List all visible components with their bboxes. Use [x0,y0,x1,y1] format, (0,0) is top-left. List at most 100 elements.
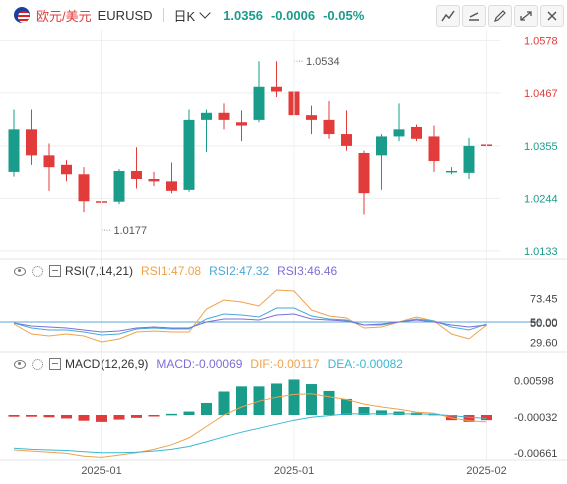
candle-body [8,129,20,172]
macd-histogram-bar [306,384,317,415]
candle-body [271,86,282,92]
candle-body [43,155,55,168]
last-price: 1.0356 [223,7,263,23]
macd-series-line-dea [13,413,487,454]
candle-body [61,164,72,175]
eye-icon[interactable] [14,359,26,369]
price-axis-label: 1.0467 [524,88,558,100]
macd-histogram-bar [288,379,300,415]
candle-body [166,181,177,191]
chart-type-icon[interactable] [436,5,460,27]
macd-axis-label: -0.00661 [514,448,557,460]
macd-histogram-bar [61,415,72,419]
collapse-icon[interactable] [49,265,61,277]
macd-legend: MACD(12,26,9) MACD:-0.00069 DIF:-0.00117… [14,357,403,371]
collapse-icon[interactable] [49,358,61,370]
candle-body [341,134,352,146]
macd-value: MACD:-0.00069 [156,357,243,371]
macd-histogram-bar [358,406,370,415]
macd-histogram-bar [183,411,195,415]
pair-name-cn[interactable]: 欧元/美元 [36,8,92,24]
macd-histogram-bar [218,391,230,415]
candle-body [393,129,405,137]
macd-histogram-bar [271,383,282,415]
date-axis-label: 2025-01 [81,465,121,477]
rsi1-value: RSI1:47.08 [141,264,202,278]
candle-body [428,136,440,162]
rsi-title: RSI(7,14,21) [65,264,134,278]
macd-axis-label: 0.00598 [514,376,554,388]
candle-body [218,112,230,120]
dif-value: DIF:-0.00117 [250,357,320,371]
candle-body [446,170,457,173]
rsi-legend: RSI(7,14,21) RSI1:47.08 RSI2:47.32 RSI3:… [14,264,337,278]
candle-body [323,119,335,135]
macd-histogram-bar [393,411,405,415]
expand-icon[interactable] [514,5,538,27]
rsi-axis-label: 50.00 [530,318,558,330]
macd-histogram-bar [78,415,90,421]
macd-histogram-bar [481,415,492,421]
candle-body [183,119,195,190]
macd-histogram-bar [463,415,475,422]
header-divider [162,8,164,22]
macd-series-line-dif [13,393,487,458]
date-axis-label: 2025-02 [466,465,506,477]
bar-style-icon[interactable] [462,5,486,27]
price-axis-label: 1.0244 [524,193,558,205]
macd-histogram-bar [166,413,177,416]
rsi3-value: RSI3:46.46 [277,264,338,278]
candle-body [26,129,37,156]
candle-body [78,174,90,202]
macd-title: MACD(12,26,9) [65,357,149,371]
rsi-axis-label: 29.60 [530,337,558,349]
candle-body [236,122,247,126]
timeframe-selector[interactable]: 日K [173,8,196,24]
macd-histogram-bar [323,390,335,415]
candle-body [306,115,317,120]
rsi-axis-label: 73.45 [530,294,558,306]
macd-histogram-bar [8,415,20,417]
macd-histogram-bar [43,415,55,418]
candle-body [131,170,142,180]
chart-header: 欧元/美元 EURUSD 日K 1.0356 -0.0006 -0.05% [0,0,567,30]
dea-value: DEA:-0.00082 [327,357,403,371]
candle-body [463,145,475,173]
price-axis-label: 1.0133 [524,246,558,258]
macd-histogram-bar [341,398,352,415]
price-axis-label: 1.0578 [524,35,558,47]
eur-usd-flag-icon [14,7,30,23]
macd-histogram-bar [253,386,265,415]
gear-icon[interactable] [32,358,43,370]
close-icon[interactable] [540,5,564,27]
macd-histogram-bar [26,415,37,417]
eye-icon[interactable] [14,266,26,276]
candle-body [113,170,125,202]
extreme-price-label: 1.0534 [306,56,340,68]
macd-histogram-bar [131,415,142,418]
candle-body [358,152,370,194]
pencil-icon[interactable] [488,5,512,27]
macd-histogram-bar [148,415,160,417]
price-change-percent: -0.05% [323,7,365,23]
price-change: -0.0006 [270,7,316,23]
rsi2-value: RSI2:47.32 [209,264,270,278]
macd-histogram-bar [201,402,212,415]
macd-histogram-bar [113,415,125,420]
macd-histogram-bar [96,415,107,422]
candle-body [148,179,160,182]
pair-code[interactable]: EURUSD [97,7,153,23]
macd-histogram-bar [376,410,387,415]
rsi-series-line-rsi3 [13,313,487,333]
gear-icon[interactable] [32,265,43,277]
price-axis-label: 1.0355 [524,141,558,153]
rsi-axis-label: 50.00 [530,317,558,329]
rsi-series-line-rsi1 [13,289,487,343]
candle-body [411,126,422,139]
macd-axis-label: -0.00032 [514,412,557,424]
candle-body [253,86,265,120]
macd-histogram-bar [236,386,247,415]
candle-body [376,136,387,156]
date-axis-label: 2025-01 [274,465,314,477]
